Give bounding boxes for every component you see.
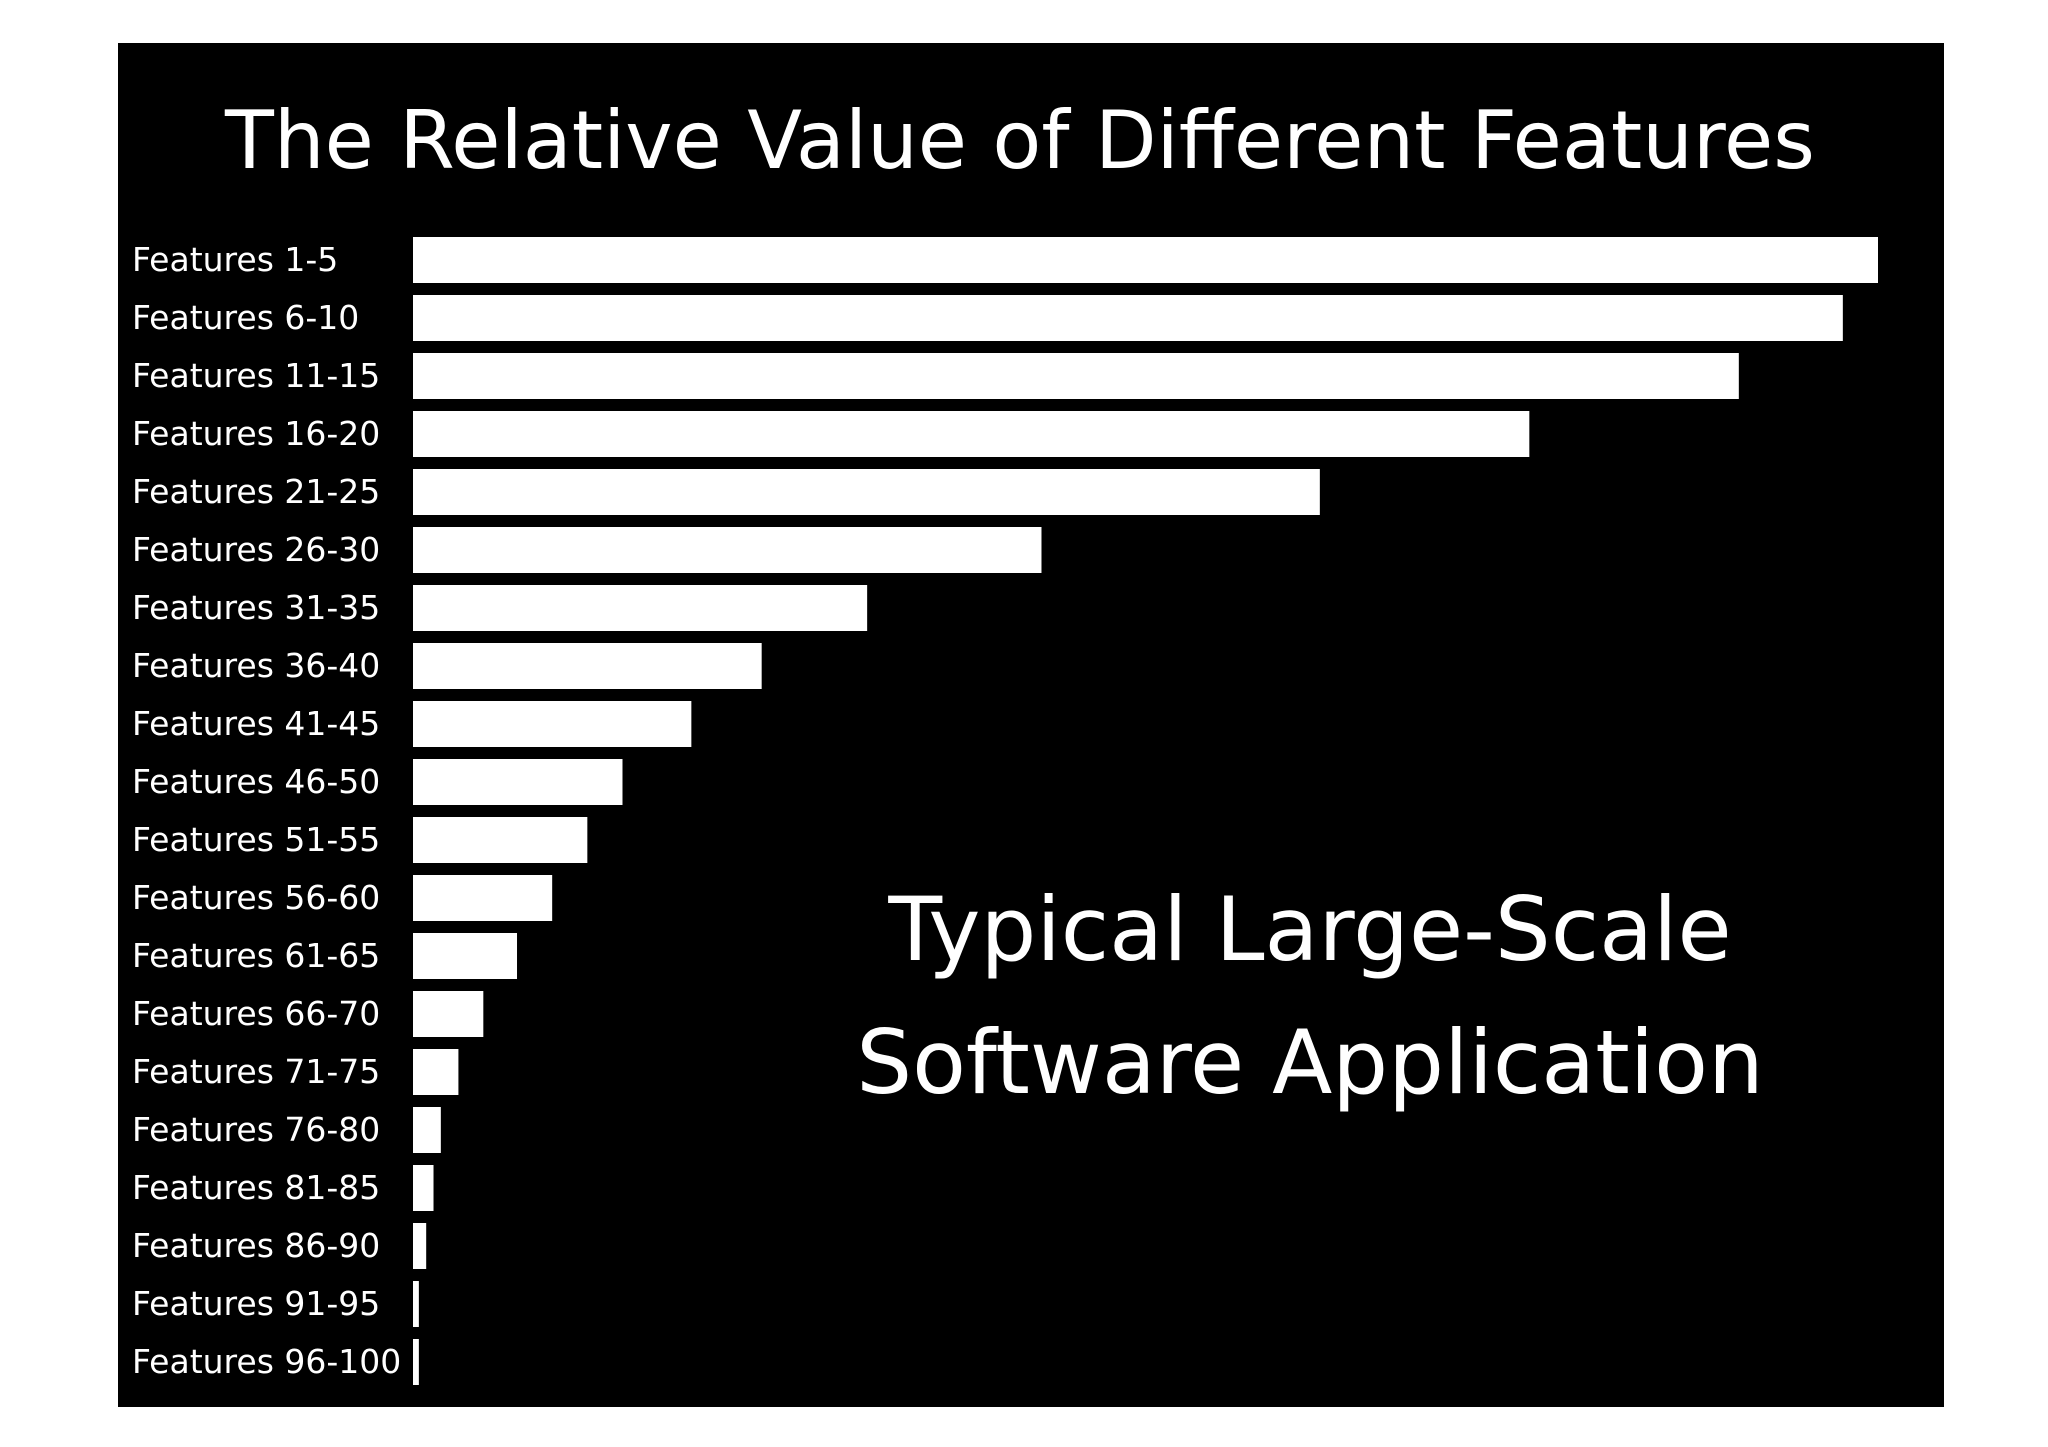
category-label: Features 31-35 (132, 588, 380, 627)
category-label: Features 76-80 (132, 1110, 380, 1149)
bar (413, 1165, 434, 1211)
bar (413, 1223, 427, 1269)
annotation-line-2: Software Application (856, 1011, 1764, 1114)
category-label: Features 56-60 (132, 878, 380, 917)
bar (413, 701, 692, 747)
chart-title: The Relative Value of Different Features (224, 94, 1815, 187)
annotation-line-1: Typical Large-Scale (887, 878, 1731, 981)
category-label: Features 66-70 (132, 994, 380, 1033)
bar (413, 875, 553, 921)
bar (413, 991, 484, 1037)
bar (413, 1107, 441, 1153)
bar (413, 411, 1530, 457)
category-label: Features 96-100 (132, 1342, 401, 1381)
category-label: Features 51-55 (132, 820, 380, 859)
category-label: Features 61-65 (132, 936, 380, 975)
category-label: Features 26-30 (132, 530, 380, 569)
bar (413, 759, 623, 805)
category-label: Features 21-25 (132, 472, 380, 511)
category-labels: Features 1-5 Features 6-10 Features 11-15 F… (132, 240, 401, 1381)
category-label: Features 86-90 (132, 1226, 380, 1265)
bar (413, 527, 1042, 573)
category-label: Features 46-50 (132, 762, 380, 801)
category-label: Features 1-5 (132, 240, 338, 279)
bar (413, 295, 1843, 341)
bars (413, 237, 1878, 1385)
category-label: Features 41-45 (132, 704, 380, 743)
category-label: Features 36-40 (132, 646, 380, 685)
bar (413, 817, 588, 863)
bar (413, 643, 762, 689)
bar (413, 237, 1878, 283)
category-label: Features 91-95 (132, 1284, 380, 1323)
category-label: Features 81-85 (132, 1168, 380, 1207)
bar (413, 469, 1320, 515)
bar (413, 933, 518, 979)
bar (413, 1339, 419, 1385)
category-label: Features 11-15 (132, 356, 380, 395)
category-label: Features 71-75 (132, 1052, 380, 1091)
bar (413, 1049, 459, 1095)
bar (413, 353, 1739, 399)
bar (413, 585, 868, 631)
category-label: Features 16-20 (132, 414, 380, 453)
category-label: Features 6-10 (132, 298, 359, 337)
bar (413, 1281, 419, 1327)
